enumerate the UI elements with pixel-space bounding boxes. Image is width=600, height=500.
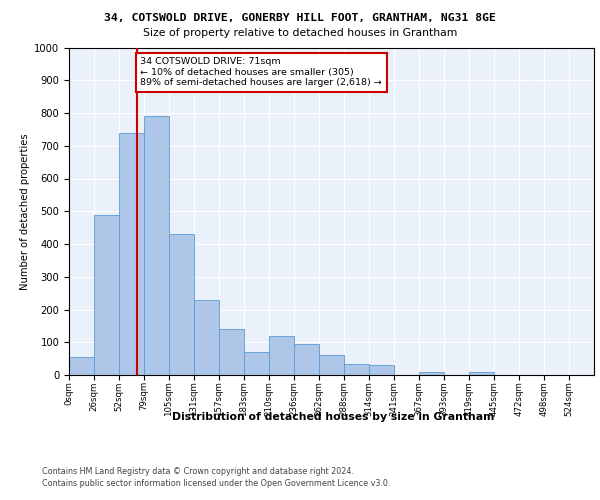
- Text: Contains public sector information licensed under the Open Government Licence v3: Contains public sector information licen…: [42, 479, 391, 488]
- Bar: [219, 329, 244, 375]
- Bar: [319, 356, 344, 375]
- Bar: [269, 336, 294, 375]
- Bar: [419, 372, 444, 375]
- Bar: [69, 357, 94, 375]
- Bar: [294, 344, 319, 375]
- Bar: [369, 365, 394, 375]
- Bar: [144, 116, 169, 375]
- Bar: [119, 132, 144, 375]
- Text: 34, COTSWOLD DRIVE, GONERBY HILL FOOT, GRANTHAM, NG31 8GE: 34, COTSWOLD DRIVE, GONERBY HILL FOOT, G…: [104, 12, 496, 22]
- Bar: [469, 372, 494, 375]
- Bar: [194, 300, 219, 375]
- Y-axis label: Number of detached properties: Number of detached properties: [20, 133, 30, 290]
- Bar: [169, 234, 194, 375]
- Text: Contains HM Land Registry data © Crown copyright and database right 2024.: Contains HM Land Registry data © Crown c…: [42, 468, 354, 476]
- Bar: [94, 214, 119, 375]
- Text: 34 COTSWOLD DRIVE: 71sqm
← 10% of detached houses are smaller (305)
89% of semi-: 34 COTSWOLD DRIVE: 71sqm ← 10% of detach…: [140, 58, 382, 87]
- Bar: [244, 352, 269, 375]
- Bar: [344, 364, 369, 375]
- Text: Size of property relative to detached houses in Grantham: Size of property relative to detached ho…: [143, 28, 457, 38]
- Text: Distribution of detached houses by size in Grantham: Distribution of detached houses by size …: [172, 412, 494, 422]
